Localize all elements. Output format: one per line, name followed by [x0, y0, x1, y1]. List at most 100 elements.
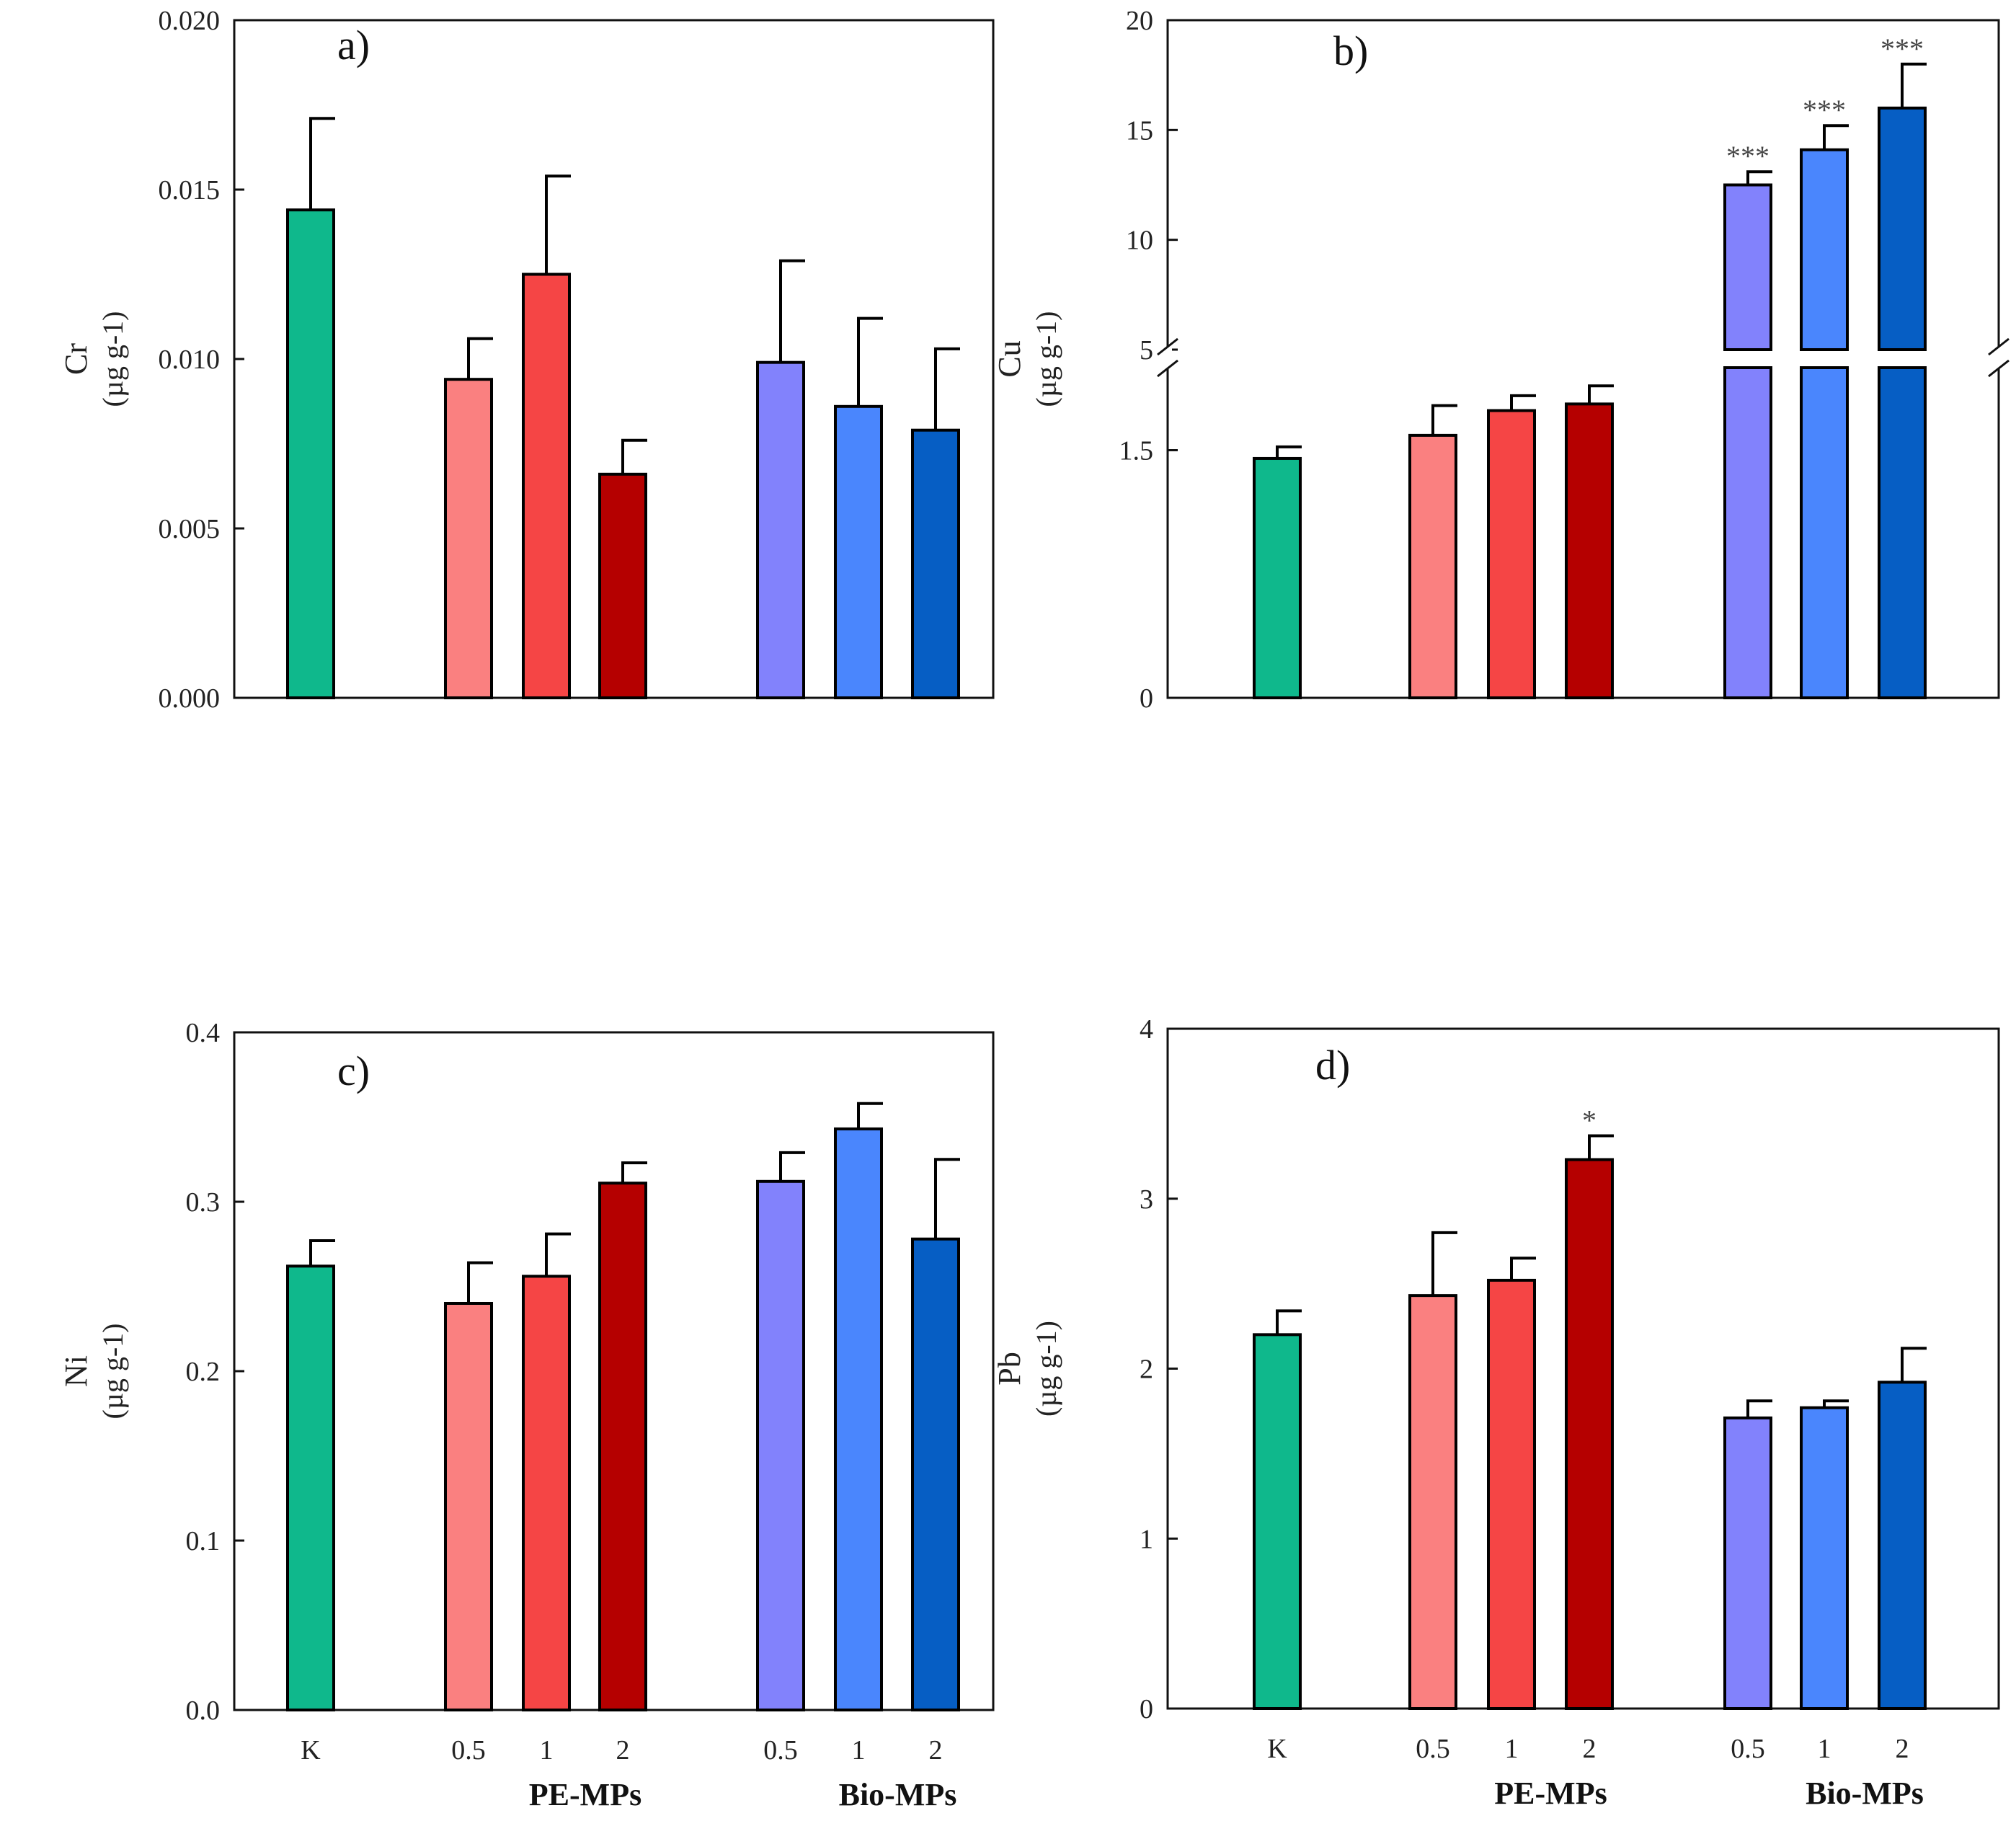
bar[interactable]	[444, 1302, 493, 1711]
bars	[286, 1102, 960, 1712]
x-tick-label: 2	[1583, 1734, 1597, 1764]
y-axis-unit: (µg g-1)	[97, 1323, 129, 1419]
bar[interactable]	[1800, 148, 1849, 351]
x-axis: K 0.5 1 2 0.5 1 2 PE-MPs Bio-MPs	[301, 1735, 956, 1812]
bar[interactable]	[1253, 456, 1302, 699]
bar[interactable]	[911, 428, 960, 699]
y-axis: 0.000 0.005 0.010 0.015 0.020	[159, 6, 244, 714]
bar[interactable]	[1723, 366, 1772, 699]
y-axis: 0 1.5 5 10 15 20	[1119, 6, 1178, 714]
panel-cr: 0.000 0.005 0.010 0.015 0.020 Cr (µg g-1) a)	[58, 6, 995, 714]
y-tick-label: 4	[1140, 1014, 1153, 1045]
bar[interactable]	[444, 378, 493, 699]
bars: *** *** ***	[1253, 32, 1927, 699]
x-tick-label: 1	[852, 1735, 866, 1765]
bar[interactable]	[1723, 1416, 1772, 1711]
panel-ni: 0.0 0.1 0.2 0.3 0.4 Ni (µg g-1) c) K 0.5 1 2 0.5 1 2 PE…	[58, 1018, 995, 1812]
y-axis-unit: (µg g-1)	[97, 311, 129, 407]
y-axis: 0 1 2 3 4	[1140, 1014, 1178, 1724]
bar[interactable]	[1253, 1333, 1302, 1710]
y-tick-label: 0	[1140, 683, 1153, 714]
y-axis-unit: (µg g-1)	[1030, 1321, 1062, 1417]
y-tick-label: 3	[1140, 1184, 1153, 1215]
y-axis-label: Cr (µg g-1)	[58, 311, 129, 407]
bar[interactable]	[1800, 366, 1849, 699]
y-tick-label: 0.4	[186, 1018, 221, 1048]
y-tick-label: 0.000	[159, 683, 221, 714]
bar[interactable]	[756, 360, 805, 699]
bars: *	[1253, 1104, 1927, 1711]
y-tick-label: 2	[1140, 1355, 1153, 1385]
panel-cu: 0 1.5 5 10 15 20 Cu (µg g-1) b) *** *** ***	[992, 6, 2010, 714]
x-tick-label: 1	[540, 1735, 554, 1765]
x-tick-label: 2	[1896, 1734, 1909, 1764]
y-axis-label: Ni (µg g-1)	[58, 1323, 129, 1419]
bar[interactable]	[911, 1237, 960, 1711]
significance-mark: ***	[1880, 32, 1924, 65]
x-tick-label: 0.5	[1731, 1734, 1765, 1764]
y-tick-label: 10	[1126, 226, 1153, 256]
bar[interactable]	[1408, 433, 1457, 699]
group-label-pe: PE-MPs	[529, 1777, 641, 1812]
y-axis-title: Cr	[58, 343, 94, 375]
y-tick-label: 0.010	[159, 345, 221, 375]
y-tick-label: 0.015	[159, 175, 221, 205]
y-axis-label: Cu (µg g-1)	[992, 311, 1062, 407]
bar[interactable]	[522, 1275, 571, 1711]
panel-label: b)	[1333, 27, 1368, 74]
bar[interactable]	[1565, 1158, 1614, 1710]
bar[interactable]	[1408, 1294, 1457, 1710]
y-tick-label: 1.5	[1119, 436, 1154, 466]
bar[interactable]	[834, 1127, 883, 1711]
y-tick-label: 15	[1126, 115, 1153, 146]
bar[interactable]	[756, 1179, 805, 1712]
significance-mark: ***	[1803, 94, 1846, 126]
axis-break-mark	[1988, 359, 2010, 378]
x-tick-label: 0.5	[1416, 1734, 1450, 1764]
y-tick-label: 0.005	[159, 514, 221, 544]
x-tick-label: 2	[929, 1735, 943, 1765]
y-axis-unit: (µg g-1)	[1030, 311, 1062, 407]
x-tick-label: 1	[1505, 1734, 1519, 1764]
y-tick-label: 0.0	[186, 1696, 221, 1726]
significance-mark: ***	[1726, 140, 1769, 172]
bar[interactable]	[1723, 183, 1772, 351]
bar[interactable]	[598, 472, 647, 699]
bar[interactable]	[1878, 1381, 1927, 1710]
x-tick-label: 0.5	[451, 1735, 486, 1765]
bar[interactable]	[286, 1264, 335, 1712]
bar[interactable]	[1487, 1278, 1536, 1711]
x-tick-label: 2	[616, 1735, 630, 1765]
bar[interactable]	[1878, 106, 1927, 351]
axis-break-mark	[1988, 337, 2010, 356]
x-tick-label: K	[301, 1735, 321, 1765]
y-tick-label: 0.2	[186, 1357, 221, 1387]
x-tick-label: 0.5	[763, 1735, 798, 1765]
bar[interactable]	[598, 1182, 647, 1711]
x-tick-label: K	[1267, 1734, 1287, 1764]
axis-break-gap-right	[1994, 347, 2003, 369]
y-tick-label: 0.020	[159, 6, 221, 36]
bar[interactable]	[522, 273, 571, 699]
significance-mark: *	[1582, 1104, 1597, 1137]
y-axis-title: Pb	[992, 1352, 1027, 1385]
group-label-pe: PE-MPs	[1494, 1776, 1607, 1811]
y-tick-label: 0.3	[186, 1187, 221, 1218]
bar[interactable]	[1487, 409, 1536, 699]
bar[interactable]	[286, 208, 335, 699]
bars	[286, 117, 960, 699]
axis-break-mark	[1157, 337, 1178, 356]
bar[interactable]	[1800, 1406, 1849, 1711]
panel-pb: 0 1 2 3 4 Pb (µg g-1) d) * K 0.5 1 2 0.5 1 2 PE-MPs Bio-M…	[992, 1014, 2000, 1811]
bar[interactable]	[1878, 366, 1927, 699]
y-axis-title: Cu	[992, 340, 1027, 377]
panel-label: a)	[337, 22, 370, 68]
y-axis-title: Ni	[58, 1355, 94, 1387]
y-axis: 0.0 0.1 0.2 0.3 0.4	[186, 1018, 244, 1726]
bar[interactable]	[1565, 402, 1614, 699]
bar[interactable]	[834, 404, 883, 699]
y-tick-label: 1	[1140, 1524, 1153, 1554]
x-axis: K 0.5 1 2 0.5 1 2 PE-MPs Bio-MPs	[1267, 1734, 1924, 1811]
x-tick-label: 1	[1818, 1734, 1831, 1764]
